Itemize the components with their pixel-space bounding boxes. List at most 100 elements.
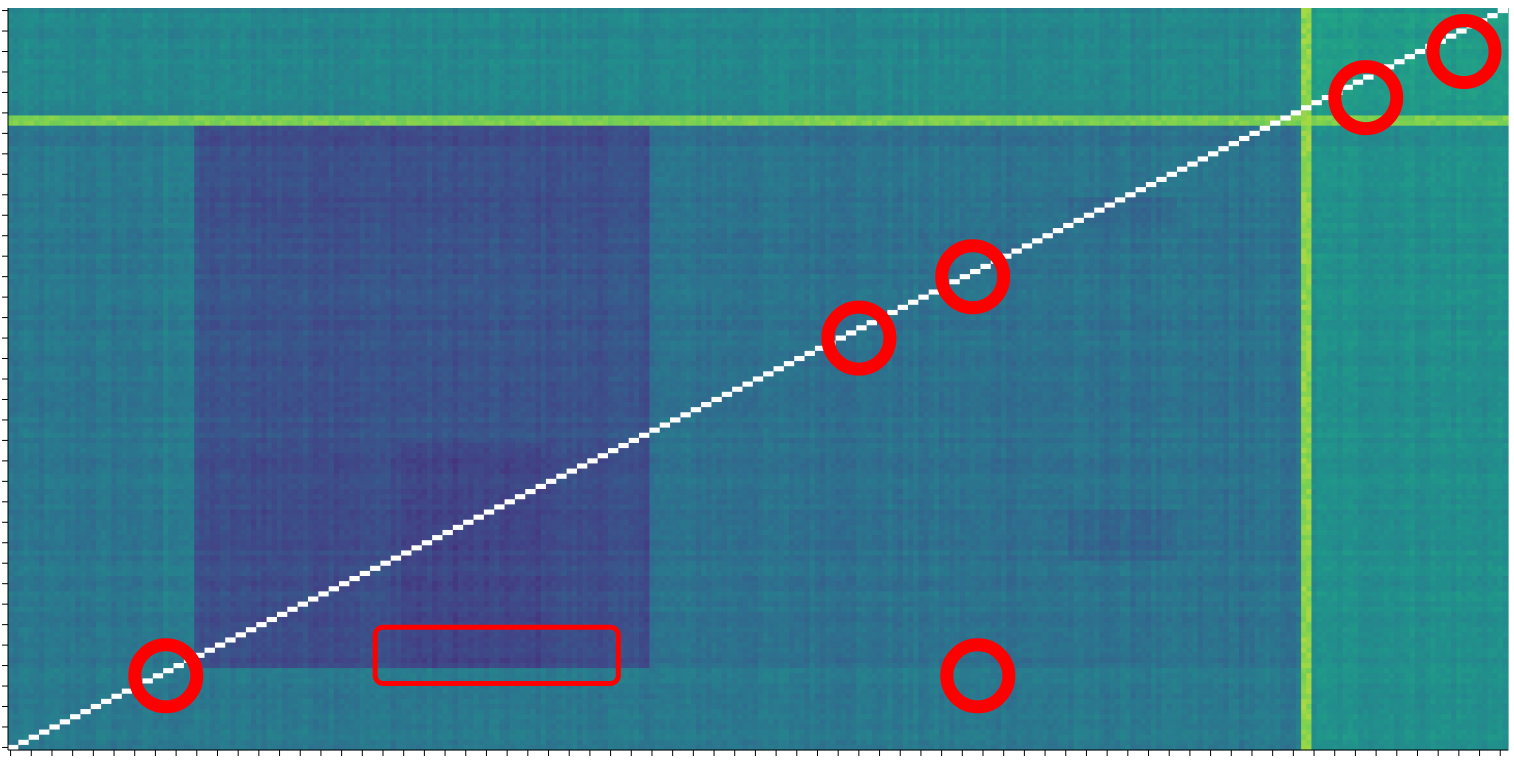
heatmap-cell <box>655 64 661 70</box>
heatmap-cell <box>370 64 376 70</box>
heatmap-cell <box>1229 13 1235 19</box>
heatmap-cell <box>225 23 231 29</box>
heatmap-cell <box>1161 18 1167 24</box>
heatmap-cell <box>1048 18 1054 24</box>
heatmap-cell <box>898 54 904 60</box>
heatmap-cell <box>727 13 733 19</box>
heatmap-cell <box>303 34 309 40</box>
heatmap-cell <box>1441 13 1447 19</box>
heatmap-cell <box>1275 39 1281 45</box>
heatmap-cell <box>1291 80 1297 86</box>
heatmap-cell <box>24 44 30 50</box>
heatmap-cell <box>903 18 909 24</box>
heatmap-cell <box>91 23 97 29</box>
heatmap-cell <box>365 69 371 75</box>
heatmap-cell <box>882 49 888 55</box>
heatmap-cell <box>117 39 123 45</box>
heatmap-cell <box>158 80 164 86</box>
heatmap-cell <box>1198 28 1204 34</box>
heatmap-cell <box>944 85 950 91</box>
heatmap-cell <box>592 28 598 34</box>
heatmap-cell <box>1125 69 1131 75</box>
heatmap-cell <box>282 49 288 55</box>
heatmap-cell <box>727 18 733 24</box>
heatmap-cell <box>908 44 914 50</box>
heatmap-cell <box>1053 75 1059 81</box>
heatmap-cell <box>1260 59 1266 65</box>
heatmap-cell <box>292 44 298 50</box>
heatmap-cell <box>520 49 526 55</box>
heatmap-cell <box>805 23 811 29</box>
heatmap-cell <box>934 8 940 14</box>
heatmap-cell <box>686 8 692 14</box>
heatmap-cell <box>1146 23 1152 29</box>
heatmap-cell <box>841 59 847 65</box>
heatmap-cell <box>463 59 469 65</box>
heatmap-cell <box>1410 75 1416 81</box>
heatmap-cell <box>1125 85 1131 91</box>
heatmap-cell <box>292 69 298 75</box>
heatmap-cell <box>1182 75 1188 81</box>
heatmap-cell <box>55 44 61 50</box>
heatmap-cell <box>753 54 759 60</box>
heatmap-cell <box>60 28 66 34</box>
heatmap-cell <box>1363 44 1369 50</box>
heatmap-cell <box>980 80 986 86</box>
heatmap-cell <box>1239 18 1245 24</box>
heatmap-cell <box>1089 39 1095 45</box>
heatmap-cell <box>1301 59 1307 65</box>
heatmap-cell <box>629 39 635 45</box>
heatmap-cell <box>572 44 578 50</box>
heatmap-cell <box>789 59 795 65</box>
heatmap-cell <box>1006 18 1012 24</box>
heatmap-cell <box>1027 59 1033 65</box>
heatmap-cell <box>970 28 976 34</box>
heatmap-cell <box>965 69 971 75</box>
heatmap-cell <box>391 85 397 91</box>
heatmap-cell <box>929 44 935 50</box>
heatmap-cell <box>1353 34 1359 40</box>
heatmap-cell <box>44 69 50 75</box>
heatmap-cell <box>748 69 754 75</box>
heatmap-cell <box>386 8 392 14</box>
heatmap-cell <box>391 34 397 40</box>
heatmap-cell <box>520 18 526 24</box>
heatmap-cell <box>29 85 35 91</box>
heatmap-cell <box>261 13 267 19</box>
heatmap-cell <box>18 59 24 65</box>
heatmap-cell <box>717 18 723 24</box>
heatmap-cell <box>344 39 350 45</box>
heatmap-cell <box>106 80 112 86</box>
heatmap-cell <box>691 85 697 91</box>
heatmap-cell <box>499 18 505 24</box>
heatmap-cell <box>339 69 345 75</box>
heatmap-cell <box>210 34 216 40</box>
heatmap-cell <box>1120 18 1126 24</box>
heatmap-cell <box>153 34 159 40</box>
heatmap-cell <box>779 8 785 14</box>
heatmap-cell <box>1079 54 1085 60</box>
heatmap-cell <box>541 85 547 91</box>
heatmap-cell <box>918 18 924 24</box>
heatmap-cell <box>660 85 666 91</box>
heatmap-cell <box>665 18 671 24</box>
heatmap-cell <box>370 49 376 55</box>
heatmap-cell <box>520 34 526 40</box>
heatmap-cell <box>189 44 195 50</box>
heatmap-cell <box>308 39 314 45</box>
heatmap-cell <box>225 59 231 65</box>
heatmap-cell <box>991 85 997 91</box>
heatmap-cell <box>344 13 350 19</box>
heatmap-cell <box>711 34 717 40</box>
heatmap-cell <box>1125 8 1131 14</box>
heatmap-cell <box>137 39 143 45</box>
heatmap-cell <box>137 59 143 65</box>
heatmap-cell <box>479 64 485 70</box>
heatmap-cell <box>1503 34 1509 40</box>
heatmap-cell <box>277 18 283 24</box>
heatmap-cell <box>970 59 976 65</box>
heatmap-cell <box>215 13 221 19</box>
heatmap-cell <box>774 80 780 86</box>
heatmap-cell <box>644 85 650 91</box>
